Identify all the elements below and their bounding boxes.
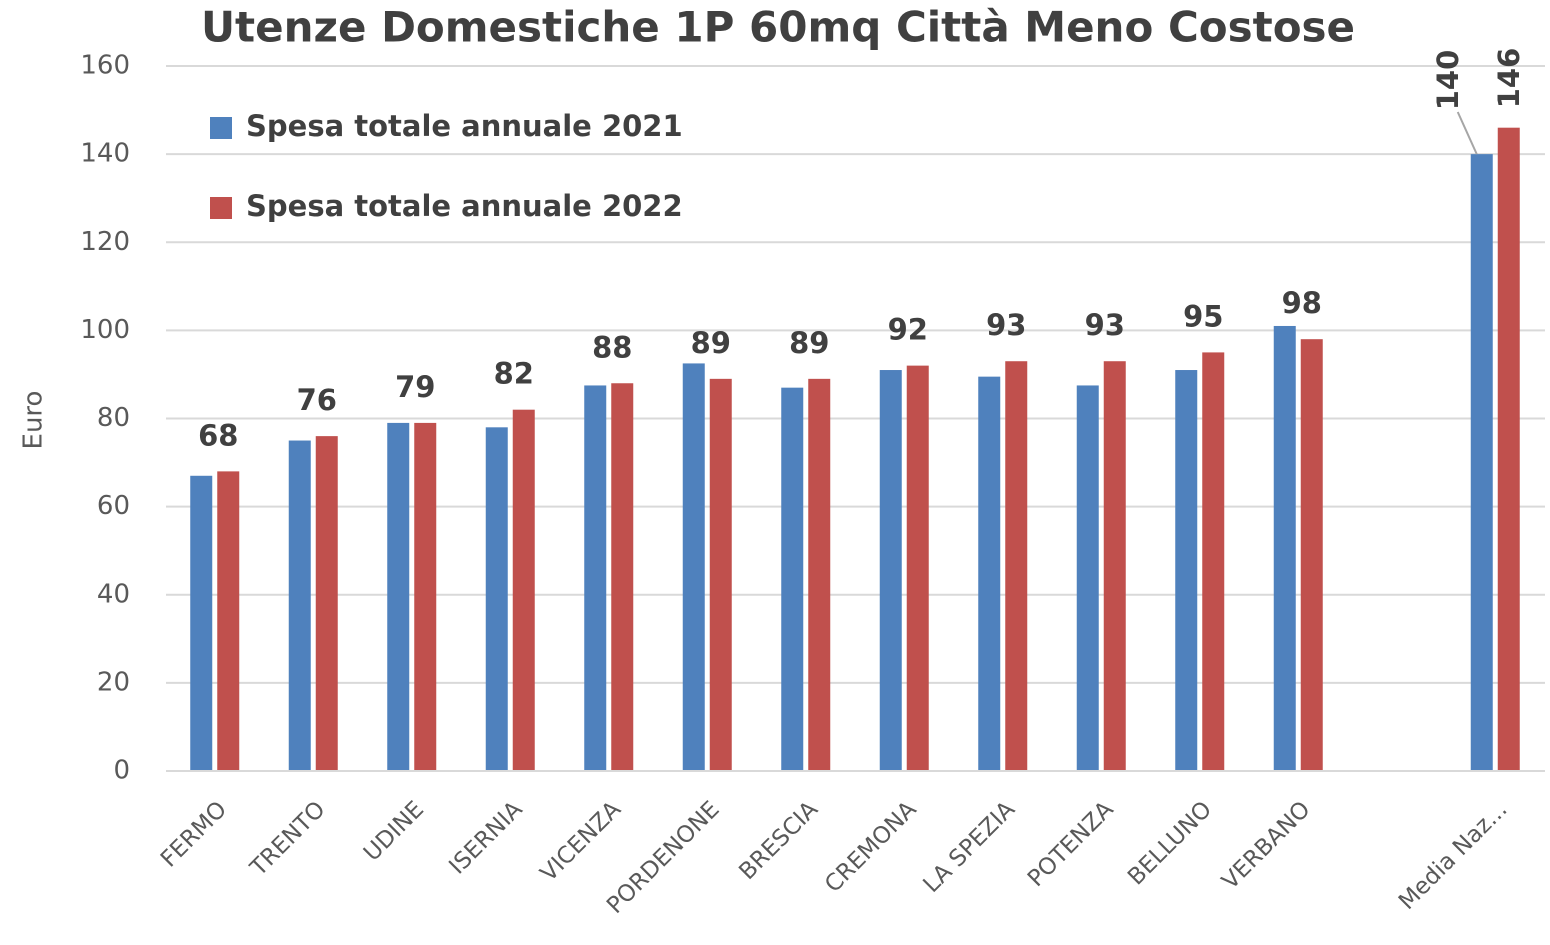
y-tick-label: 120 bbox=[80, 227, 130, 257]
bar bbox=[611, 383, 634, 771]
data-label: 68 bbox=[198, 418, 238, 452]
bar bbox=[584, 385, 607, 771]
x-tick-label: VERBANO bbox=[1217, 796, 1315, 894]
legend-swatch bbox=[210, 117, 232, 139]
bar bbox=[1300, 339, 1323, 771]
data-label: 79 bbox=[395, 370, 435, 404]
bar bbox=[906, 365, 929, 771]
x-tick-label: VICENZA bbox=[536, 796, 627, 887]
x-tick-label: UDINE bbox=[359, 796, 429, 866]
bar bbox=[315, 436, 338, 771]
bar bbox=[1273, 325, 1296, 771]
x-tick-label: BELLUNO bbox=[1123, 796, 1217, 890]
bar bbox=[414, 422, 437, 771]
data-label: 88 bbox=[592, 330, 632, 364]
bar bbox=[1497, 127, 1520, 771]
bar bbox=[1470, 154, 1493, 771]
x-tick-label: CREMONA bbox=[820, 796, 922, 898]
bar bbox=[781, 387, 804, 771]
x-tick-label: FERMO bbox=[156, 796, 232, 872]
y-tick-label: 60 bbox=[97, 491, 130, 521]
data-label: 82 bbox=[494, 357, 534, 391]
y-tick-label: 140 bbox=[80, 139, 130, 169]
bar bbox=[288, 440, 311, 771]
bar bbox=[387, 422, 410, 771]
data-label: 76 bbox=[297, 383, 337, 417]
y-tick-label: 40 bbox=[97, 579, 130, 609]
x-tick-label: Media Naz... bbox=[1394, 796, 1513, 915]
data-label: 140 bbox=[1431, 50, 1465, 111]
y-tick-label: 160 bbox=[80, 51, 130, 81]
bar bbox=[1175, 370, 1198, 771]
bar bbox=[190, 475, 213, 771]
data-label: 89 bbox=[789, 326, 829, 360]
bar bbox=[1005, 361, 1028, 771]
legend-swatch bbox=[210, 197, 232, 219]
data-label: 93 bbox=[986, 308, 1026, 342]
bar bbox=[879, 370, 902, 771]
chart-title: Utenze Domestiche 1P 60mq Città Meno Cos… bbox=[201, 3, 1355, 52]
bar bbox=[485, 427, 508, 771]
bar bbox=[709, 378, 732, 771]
x-tick-label: BRESCIA bbox=[734, 796, 823, 885]
data-label: 89 bbox=[691, 326, 731, 360]
x-tick-label: ISERNIA bbox=[444, 796, 527, 879]
data-label: 146 bbox=[1492, 48, 1526, 109]
legend-label: Spesa totale annuale 2021 bbox=[246, 109, 683, 143]
y-tick-label: 80 bbox=[97, 403, 130, 433]
leader-line bbox=[1456, 111, 1478, 155]
legend-label: Spesa totale annuale 2022 bbox=[246, 189, 683, 223]
bar bbox=[978, 376, 1001, 771]
y-axis-title: Euro bbox=[19, 391, 49, 450]
bar bbox=[808, 378, 831, 771]
data-label: 98 bbox=[1282, 286, 1322, 320]
bar bbox=[1202, 352, 1225, 771]
data-label: 95 bbox=[1183, 299, 1223, 333]
y-tick-label: 20 bbox=[97, 667, 130, 697]
y-tick-label: 0 bbox=[113, 756, 130, 786]
bar bbox=[512, 409, 535, 771]
bar bbox=[217, 471, 240, 771]
x-tick-label: POTENZA bbox=[1023, 796, 1119, 892]
data-label: 93 bbox=[1085, 308, 1125, 342]
bar bbox=[682, 363, 705, 771]
x-tick-label: TRENTO bbox=[245, 796, 331, 882]
bar bbox=[1076, 385, 1099, 771]
data-label: 92 bbox=[888, 313, 928, 347]
bar bbox=[1103, 361, 1126, 771]
x-tick-label: LA SPEZIA bbox=[918, 796, 1020, 898]
y-tick-label: 100 bbox=[80, 315, 130, 345]
